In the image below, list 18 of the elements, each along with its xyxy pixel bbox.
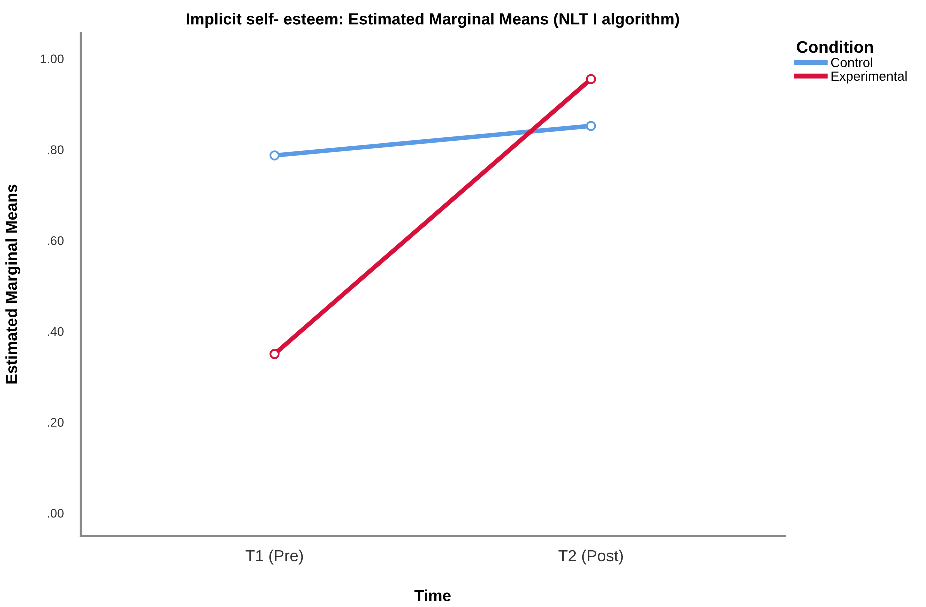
legend-label: Experimental: [832, 71, 907, 84]
legend-label: Control: [831, 58, 872, 68]
y-axis-title: Estimated Marginal Means: [6, 184, 21, 384]
x-tick-label: T2 (Post): [558, 550, 624, 565]
y-tick-label: 1.00: [40, 54, 64, 64]
y-tick-label: .60: [48, 236, 64, 246]
y-tick-label: .00: [48, 509, 64, 518]
y-tick-label: .40: [48, 327, 64, 336]
x-axis-title: Time: [414, 590, 451, 602]
legend-title: Condition: [797, 40, 874, 54]
point: [586, 74, 596, 84]
point: [270, 150, 280, 161]
x-tick-label: T1 (Pre): [246, 550, 304, 565]
point: [586, 121, 596, 132]
chart-title: Implicit self- esteem: Estimated Marginal Means (NLT I algorithm): [187, 13, 680, 28]
y-tick-label: .20: [48, 418, 64, 428]
y-tick-label: .80: [48, 146, 64, 154]
point: [270, 349, 280, 360]
